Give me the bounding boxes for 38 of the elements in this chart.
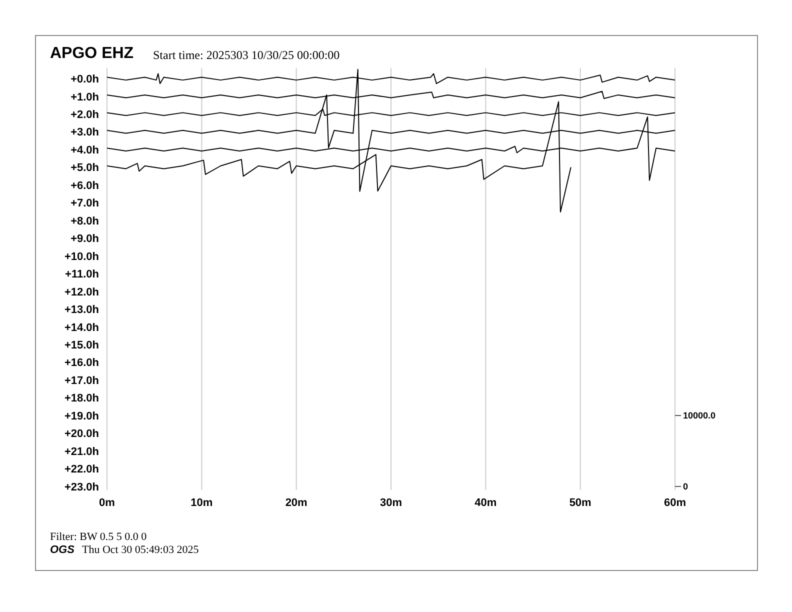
y-tick-label: +13.0h xyxy=(64,304,100,316)
y-tick-label: +17.0h xyxy=(64,374,100,387)
y-tick-label: +22.0h xyxy=(64,464,100,476)
y-tick-label: +12.0h xyxy=(64,286,100,298)
y-tick-label: +6.0h xyxy=(70,180,100,192)
x-tick-label: 30m xyxy=(380,496,402,509)
y-tick-label: +8.0h xyxy=(70,215,100,228)
y-tick-label: +7.0h xyxy=(70,198,100,210)
y-tick-label: +10.0h xyxy=(64,250,100,263)
text: Thu Oct 30 05:49:03 2025 xyxy=(82,544,199,556)
y-tick-label: +19.0h xyxy=(64,410,100,422)
y-tick-label: +11.0h xyxy=(65,268,100,281)
x-tick-label: 40m xyxy=(474,496,497,509)
y-tick-label: +2.0h xyxy=(70,109,100,122)
y-tick-label: +23.0h xyxy=(64,481,100,494)
y-tick-label: +14.0h xyxy=(64,322,100,334)
x-tick-label: 50m xyxy=(569,496,592,509)
y-tick-label: +9.0h xyxy=(70,233,100,246)
y-tick-label: +21.0h xyxy=(64,446,100,458)
y2-tick-label: 10000.0 xyxy=(683,410,716,421)
y-tick-label: +5.0h xyxy=(70,162,100,174)
y-tick-label: +15.0h xyxy=(64,340,100,352)
y-tick-label: +16.0h xyxy=(64,357,100,370)
y-tick-label: +0.0h xyxy=(70,74,100,86)
text: OGS xyxy=(50,544,74,556)
y-tick-label: +4.0h xyxy=(70,144,100,156)
y-tick-label: +3.0h xyxy=(70,126,100,139)
x-tick-label: 0m xyxy=(99,496,116,509)
y-tick-label: +20.0h xyxy=(64,428,100,440)
chart-title: APGO EHZ xyxy=(50,45,134,63)
x-tick-label: 60m xyxy=(664,496,686,509)
y-tick-label: +18.0h xyxy=(64,392,100,405)
chart-subtitle: Start time: 2025303 10/30/25 00:00:00 xyxy=(153,48,340,63)
text: Filter: BW 0.5 5 0.0 0 xyxy=(50,531,147,543)
x-tick-label: 20m xyxy=(285,496,308,509)
y2-tick-label: 0 xyxy=(683,482,688,492)
y-tick-label: +1.0h xyxy=(70,91,100,104)
x-tick-label: 10m xyxy=(190,496,213,509)
